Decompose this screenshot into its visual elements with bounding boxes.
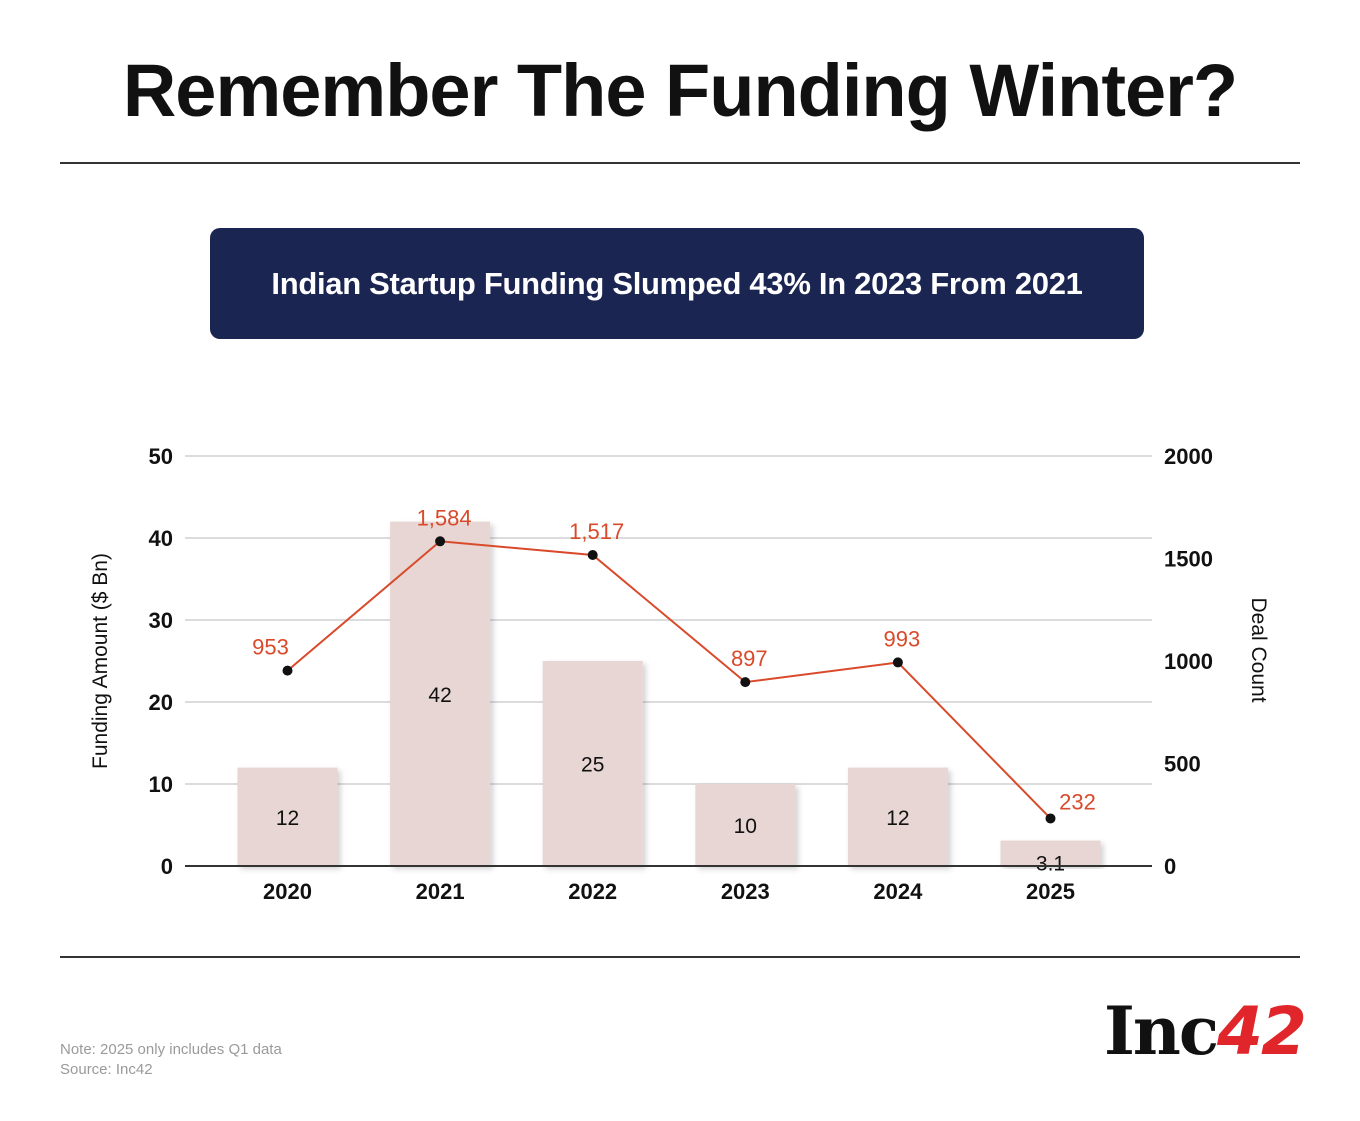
headline: Remember The Funding Winter?	[122, 49, 1238, 132]
inc42-logo: Inc42	[1104, 998, 1307, 1065]
bar-value-label: 42	[428, 684, 451, 707]
deal-count-label: 953	[252, 635, 289, 660]
left-tick-label: 20	[149, 690, 173, 715]
left-tick-label: 50	[149, 444, 173, 469]
footnote: Note: 2025 only includes Q1 data Source:…	[60, 1040, 282, 1080]
x-tick-label: 2023	[721, 879, 770, 904]
subtitle-text: Indian Startup Funding Slumped 43% In 20…	[271, 265, 1083, 301]
bar-value-label: 3.1	[1036, 853, 1065, 876]
bar-value-label: 10	[734, 815, 757, 838]
right-tick-label: 1000	[1164, 649, 1213, 674]
deal-count-point	[587, 550, 598, 561]
left-tick-label: 40	[149, 526, 173, 551]
bottom-divider	[60, 956, 1300, 958]
right-tick-label: 0	[1164, 854, 1176, 879]
x-tick-label: 2022	[568, 879, 617, 904]
deal-count-point	[282, 665, 293, 676]
deal-count-point	[740, 677, 751, 688]
right-tick-label: 1500	[1164, 547, 1213, 572]
deal-count-label: 232	[1059, 789, 1096, 814]
deal-count-label: 993	[884, 626, 921, 651]
note-text: Note: 2025 only includes Q1 data	[60, 1041, 282, 1058]
x-tick-label: 2020	[263, 879, 312, 904]
funding-bar	[237, 767, 338, 866]
grid-lines	[185, 455, 1152, 785]
deal-count-label: 1,584	[417, 505, 472, 530]
logo-suffix: 42	[1217, 993, 1307, 1070]
right-axis-title: Deal Count	[1247, 597, 1270, 702]
funding-bar	[1000, 840, 1101, 866]
right-tick-label: 500	[1164, 752, 1201, 777]
left-axis-title: Funding Amount ($ Bn)	[89, 553, 112, 769]
left-tick-label: 30	[149, 608, 173, 633]
funding-bars	[237, 521, 1101, 866]
bar-value-label: 12	[276, 807, 299, 830]
source-text: Source: Inc42	[60, 1061, 153, 1078]
x-tick-label: 2024	[873, 879, 923, 904]
right-tick-label: 2000	[1164, 444, 1213, 469]
left-tick-label: 0	[161, 854, 173, 879]
deal-count-point	[892, 657, 903, 668]
top-divider	[60, 162, 1300, 164]
deal-count-line	[282, 536, 1056, 824]
deal-count-point	[435, 536, 446, 547]
funding-bar	[542, 661, 643, 866]
left-tick-label: 10	[149, 772, 173, 797]
deal-count-point	[1045, 813, 1056, 824]
x-tick-label: 2025	[1026, 879, 1075, 904]
deal-count-polyline	[286, 540, 1052, 820]
bar-value-label: 12	[886, 807, 909, 830]
logo-prefix: Inc	[1104, 992, 1219, 1070]
chart-labels: 12 42 25 10 12 3.1 953 1,584 1,517 897 993 232	[252, 505, 1096, 875]
deal-count-label: 897	[731, 646, 768, 671]
subtitle-banner: Indian Startup Funding Slumped 43% In 20…	[210, 228, 1144, 339]
funding-bar	[390, 521, 491, 866]
funding-bar	[695, 784, 796, 866]
deal-count-label: 1,517	[569, 519, 624, 544]
funding-bar	[847, 767, 948, 866]
x-tick-label: 2021	[416, 879, 465, 904]
bar-value-label: 25	[581, 754, 604, 777]
